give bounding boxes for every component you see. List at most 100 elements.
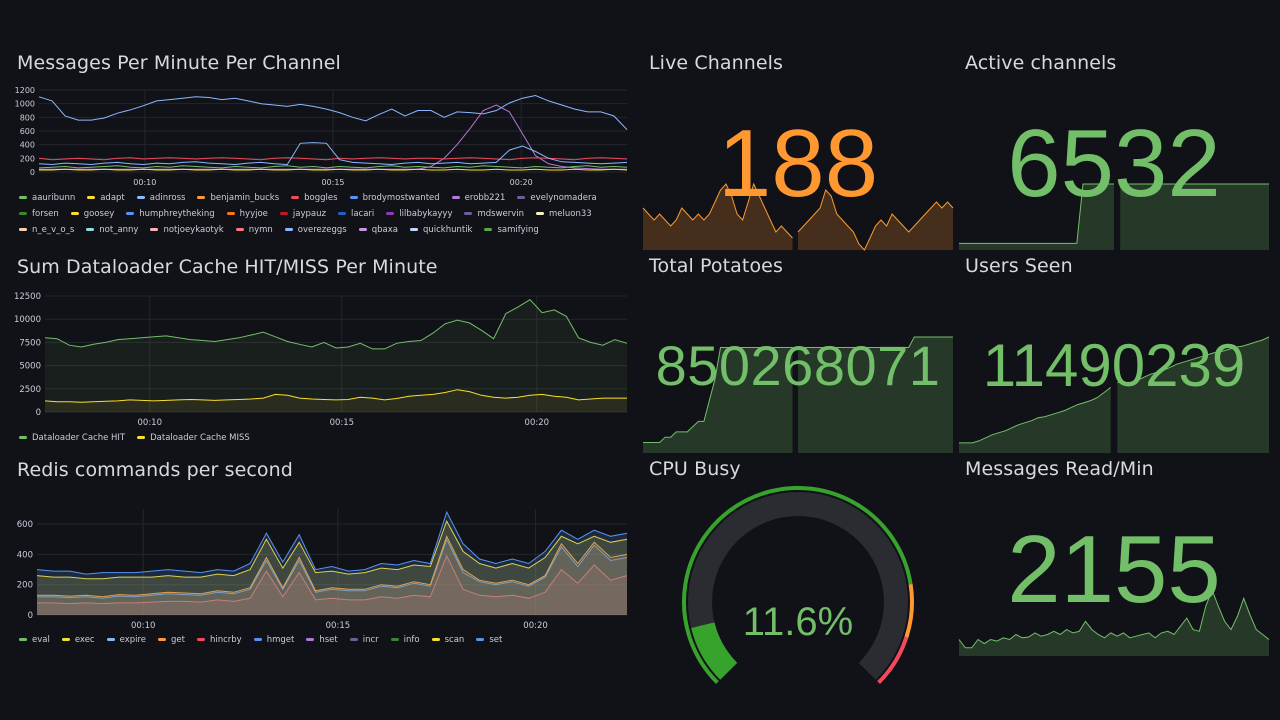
y-tick-label: 10000	[14, 315, 41, 325]
legend-swatch	[196, 638, 205, 641]
legend-swatch	[390, 638, 399, 641]
legend-item[interactable]: get	[158, 632, 185, 648]
legend-item[interactable]: notjoeykaotyk	[150, 222, 224, 238]
series-area	[37, 521, 627, 615]
panel-title[interactable]: Users Seen	[965, 255, 1073, 277]
legend-item[interactable]: hyyjoe	[226, 206, 268, 222]
legend-item[interactable]: set	[476, 632, 502, 648]
legend-label: not_anny	[99, 225, 139, 235]
y-tick-label: 1200	[15, 86, 35, 95]
legend-item[interactable]: quickhuntik	[409, 222, 472, 238]
legend-item[interactable]: Dataloader Cache HIT	[19, 430, 125, 446]
live-channels-sparkline	[642, 182, 954, 251]
legend-item[interactable]: mdswervin	[464, 206, 524, 222]
legend-item[interactable]: n_e_v_o_s	[19, 222, 74, 238]
legend-item[interactable]: boggles	[291, 190, 338, 206]
legend-item[interactable]: hset	[306, 632, 338, 648]
total-potatoes-panel: Total Potatoes 850268071	[643, 255, 953, 453]
legend-swatch	[279, 212, 288, 215]
legend-label: aauribunn	[32, 193, 76, 203]
sparkline-line	[959, 183, 1114, 244]
legend-item[interactable]: incr	[349, 632, 379, 648]
legend-item[interactable]: nymn	[235, 222, 273, 238]
y-tick-label: 7500	[19, 338, 41, 348]
legend-item[interactable]: qbaxa	[358, 222, 398, 238]
legend-label: set	[489, 635, 503, 645]
legend-item[interactable]: erobb221	[451, 190, 505, 206]
x-tick-label: 00:10	[133, 178, 156, 187]
legend-item[interactable]: trainwreckstv	[88, 238, 159, 240]
legend-item[interactable]: info	[390, 632, 420, 648]
redis-chart[interactable]: 0 200 400 600 00:10 00:15 00:20	[17, 505, 629, 633]
legend-swatch	[19, 228, 27, 231]
legend-swatch	[517, 196, 526, 199]
legend-item[interactable]: humphreytheking	[126, 206, 215, 222]
messages-panel: Messages Per Minute Per Channel 0 200 400 6…	[15, 52, 629, 242]
panel-title[interactable]: Sum Dataloader Cache HIT/MISS Per Minute	[17, 256, 438, 278]
messages-read-panel: Messages Read/Min 2155	[958, 458, 1270, 658]
panel-title[interactable]: Messages Per Minute Per Channel	[17, 52, 341, 74]
legend-item[interactable]: jaypauz	[279, 206, 326, 222]
legend-label: meluon33	[549, 209, 592, 219]
series-area	[45, 299, 627, 412]
series-line	[37, 538, 628, 599]
legend-label: eval	[32, 635, 50, 645]
panel-title[interactable]: Active channels	[965, 52, 1117, 74]
legend-item[interactable]: hincrby	[196, 632, 242, 648]
messages-chart[interactable]: 0 200 400 600 800 1000 1200 00:10 00:15 00:20	[15, 86, 629, 190]
legend-item[interactable]: samukkha	[19, 238, 76, 240]
y-tick-label: 2500	[19, 385, 41, 395]
legend-item[interactable]: lacari	[337, 206, 375, 222]
legend-label: nymn	[248, 225, 273, 235]
panel-title[interactable]: Total Potatoes	[649, 255, 783, 277]
legend-swatch	[235, 228, 244, 231]
sparkline-line	[958, 588, 1270, 649]
sparkline-area	[798, 190, 953, 250]
legend-label: hyyjoe	[239, 209, 268, 219]
sparkline-area	[1120, 184, 1269, 250]
legend-item[interactable]: goosey	[70, 206, 114, 222]
legend-item[interactable]: exec	[61, 632, 95, 648]
legend-label: expire	[119, 635, 147, 645]
legend-swatch	[464, 212, 473, 215]
legend-item[interactable]: adinross	[136, 190, 185, 206]
x-tick-label: 00:15	[326, 621, 351, 631]
legend-label: adapt	[100, 193, 125, 203]
legend-item[interactable]: hmget	[253, 632, 294, 648]
live-channels-panel: Live Channels 188	[642, 52, 954, 251]
legend-item[interactable]: not_anny	[86, 222, 138, 238]
legend-item[interactable]: evelynomadera	[517, 190, 597, 206]
sparkline-line	[643, 347, 793, 443]
legend-swatch	[197, 196, 206, 199]
legend-item[interactable]: vherxen	[225, 238, 272, 240]
panel-title[interactable]: Live Channels	[649, 52, 784, 74]
legend-swatch	[253, 638, 262, 641]
legend-item[interactable]: scan	[431, 632, 464, 648]
legend-item[interactable]: eval	[19, 632, 50, 648]
legend-item[interactable]: lilbabykayyy	[386, 206, 452, 222]
legend-item[interactable]: usatiy_	[170, 238, 213, 240]
legend-item[interactable]: overezeggs	[284, 222, 347, 238]
legend-item[interactable]: meluon33	[536, 206, 592, 222]
legend-swatch	[306, 638, 315, 641]
legend-item[interactable]: adapt	[87, 190, 125, 206]
series-line	[37, 554, 628, 605]
legend-item[interactable]: samifying	[484, 222, 539, 238]
legend-label: hset	[319, 635, 338, 645]
dataloader-chart[interactable]: 0 2500 5000 7500 10000 12500 00:10 00:15 00:20	[14, 292, 629, 430]
legend-label: lacari	[350, 209, 375, 219]
legend-item[interactable]: expire	[106, 632, 147, 648]
panel-title[interactable]: CPU Busy	[649, 458, 741, 480]
legend-swatch	[226, 212, 235, 215]
legend-item[interactable]: Dataloader Cache MISS	[137, 430, 250, 446]
sparkline-line	[1117, 336, 1270, 383]
legend-item[interactable]: aauribunn	[19, 190, 75, 206]
legend-item[interactable]: benjamin_bucks	[197, 190, 279, 206]
sparkline-line	[798, 336, 953, 348]
panel-title[interactable]: Redis commands per second	[17, 459, 293, 481]
legend-item[interactable]: brodymostwanted	[349, 190, 440, 206]
messages-read-sparkline	[958, 588, 1270, 656]
panel-title[interactable]: Messages Read/Min	[965, 458, 1154, 480]
legend-item[interactable]: forsen	[19, 206, 59, 222]
threshold-orange	[904, 583, 914, 638]
